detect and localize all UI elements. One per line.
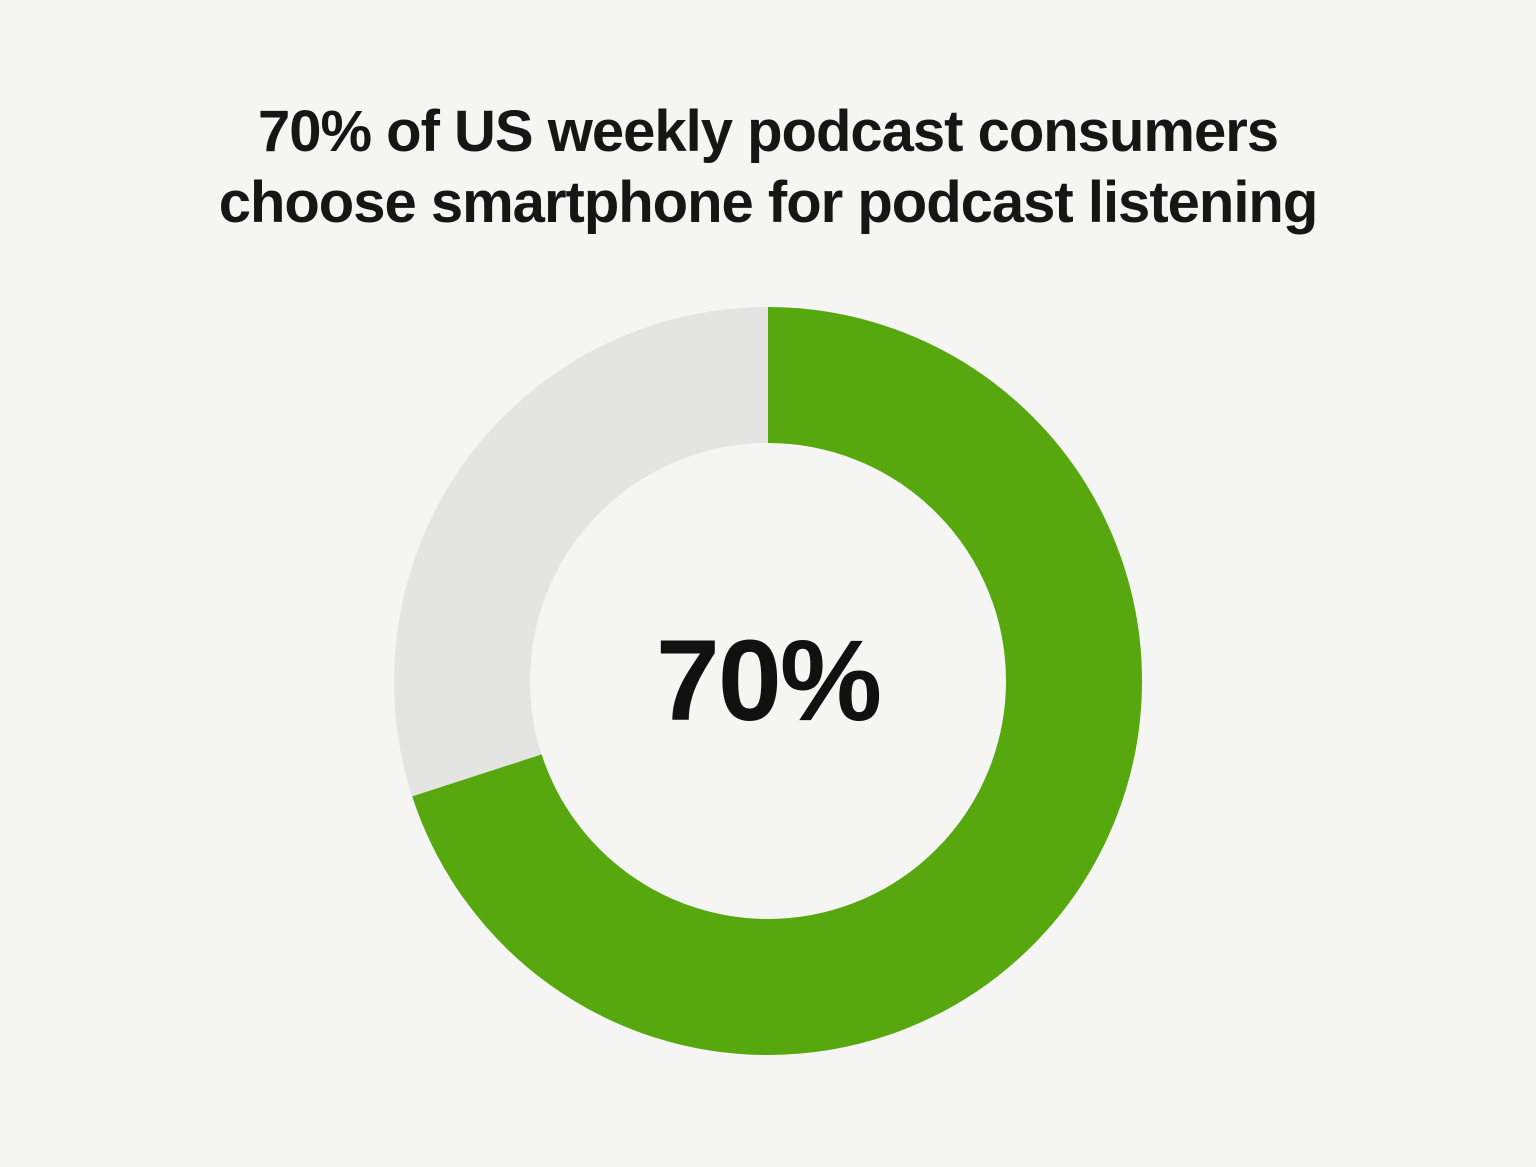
donut-chart: 70% [394,307,1142,1055]
chart-title-line-1: 70% of US weekly podcast consumers [257,99,1279,164]
donut-segment-smartphone [394,307,1142,1055]
chart-title-line-2: choose smartphone for podcast listening [218,170,1319,235]
donut-chart-svg [394,307,1142,1055]
chart-title: 70% of US weekly podcast consumers choos… [0,96,1536,238]
